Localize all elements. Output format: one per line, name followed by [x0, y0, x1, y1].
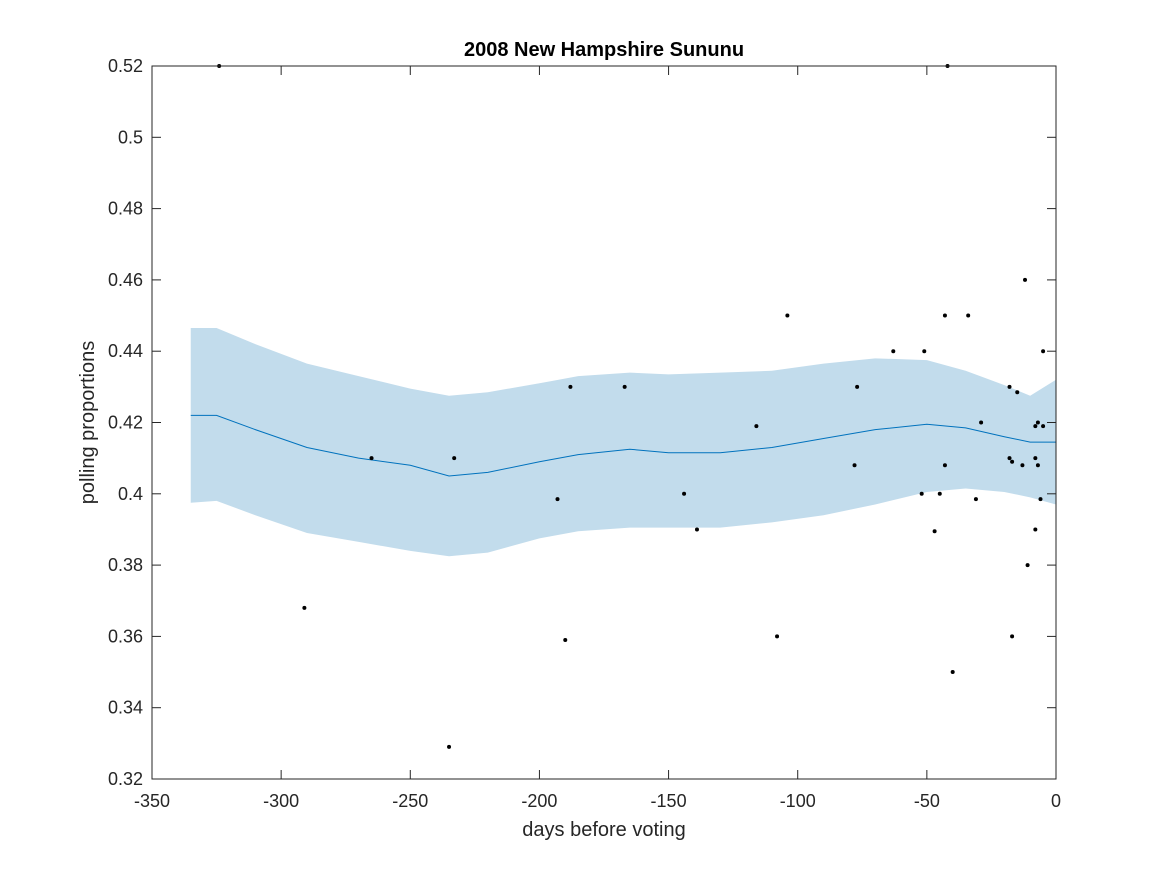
data-point [1038, 497, 1043, 502]
x-tick-label: -50 [914, 791, 940, 811]
data-point [1023, 277, 1028, 282]
y-tick-label: 0.52 [108, 56, 143, 76]
data-point [775, 634, 780, 639]
data-point [1033, 527, 1038, 532]
y-axis-label: polling proportions [77, 341, 99, 504]
plot-area [190, 64, 1057, 749]
x-tick-label: -100 [780, 791, 816, 811]
data-point [622, 384, 627, 389]
data-point [1010, 634, 1015, 639]
y-tick-label: 0.5 [118, 127, 143, 147]
data-point [1033, 424, 1038, 429]
x-tick-label: -250 [392, 791, 428, 811]
data-point [966, 313, 971, 318]
x-axis-label: days before voting [522, 819, 685, 841]
x-tick-label: -150 [651, 791, 687, 811]
y-tick-label: 0.48 [108, 199, 143, 219]
y-tick-label: 0.44 [108, 341, 143, 361]
y-tick-label: 0.36 [108, 626, 143, 646]
data-point [1007, 456, 1012, 461]
data-point [855, 384, 860, 389]
data-point [452, 456, 457, 461]
data-point [1033, 456, 1038, 461]
data-point [932, 529, 937, 534]
y-tick-label: 0.4 [118, 484, 143, 504]
data-point [891, 349, 896, 354]
x-tick-label: 0 [1051, 791, 1061, 811]
data-point [1035, 420, 1040, 425]
data-point [1025, 563, 1030, 568]
x-tick-label: -350 [134, 791, 170, 811]
y-tick-label: 0.32 [108, 769, 143, 789]
data-point [942, 313, 947, 318]
data-point [1020, 463, 1025, 468]
data-point [754, 424, 759, 429]
data-point [973, 497, 978, 502]
y-tick-label: 0.42 [108, 413, 143, 433]
data-point [1041, 424, 1046, 429]
x-tick-label: -200 [521, 791, 557, 811]
data-point [694, 527, 699, 532]
data-point [1041, 349, 1046, 354]
data-point [1015, 390, 1020, 395]
data-point [1010, 459, 1015, 464]
trend-line [190, 414, 1056, 477]
data-point [950, 670, 955, 675]
data-point [302, 605, 307, 610]
data-point [1035, 463, 1040, 468]
y-tick-label: 0.46 [108, 270, 143, 290]
data-point [1007, 384, 1012, 389]
data-point [555, 497, 560, 502]
data-point [682, 491, 687, 496]
data-point [447, 744, 452, 749]
y-tick-label: 0.38 [108, 555, 143, 575]
data-point [919, 491, 924, 496]
data-point [979, 420, 984, 425]
data-point [568, 384, 573, 389]
y-tick-label: 0.34 [108, 698, 143, 718]
ticks: -350 -300 -250 -200 -150 -100 -50 0 0.32 0.34 0.36… [108, 56, 1061, 811]
chart-title: 2008 New Hampshire Sununu [464, 39, 744, 61]
data-point [563, 637, 568, 642]
data-point [942, 463, 947, 468]
confidence-band [190, 328, 1057, 557]
data-point [852, 463, 857, 468]
data-point [369, 456, 374, 461]
data-point [922, 349, 927, 354]
data-point [785, 313, 790, 318]
data-point [937, 491, 942, 496]
x-tick-label: -300 [263, 791, 299, 811]
